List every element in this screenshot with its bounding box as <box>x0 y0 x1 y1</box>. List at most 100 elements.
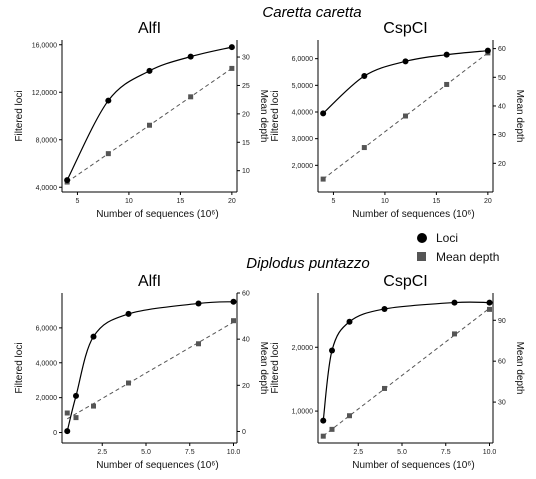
depth-point <box>73 415 79 421</box>
y-tick-label: 6,0000 <box>292 56 314 63</box>
y-tick-label: 2,0000 <box>292 345 314 352</box>
loci-point <box>125 310 132 317</box>
y-tick-label: 6,0000 <box>36 325 58 332</box>
y2-tick-label: 60 <box>498 359 506 366</box>
loci-point <box>486 299 493 306</box>
y2-axis-label: Mean depth <box>258 90 269 143</box>
loci-point <box>402 58 409 65</box>
depth-point <box>105 151 111 157</box>
loci-point <box>381 305 388 312</box>
loci-point <box>451 299 458 306</box>
x-axis-label: Number of sequences (10⁶) <box>352 209 475 220</box>
loci-point <box>443 51 450 58</box>
y2-tick-label: 25 <box>242 83 250 90</box>
y-tick-label: 8,0000 <box>36 137 58 144</box>
y-tick-label: 5,0000 <box>292 83 314 90</box>
x-tick-label: 15 <box>176 198 184 205</box>
depth-point <box>347 413 352 419</box>
y-tick-label: 4,0000 <box>36 185 58 192</box>
legend-loci-marker <box>417 233 427 243</box>
x-axis-label: Number of sequences (10⁶) <box>96 460 219 471</box>
y-tick-label: 3,0000 <box>292 136 314 143</box>
y2-tick-label: 40 <box>498 103 506 110</box>
depth-point <box>231 318 236 324</box>
y2-tick-label: 60 <box>242 291 250 298</box>
loci-point <box>484 47 491 54</box>
y2-tick-label: 60 <box>498 46 506 53</box>
loci-point <box>195 300 202 307</box>
depth-point <box>444 81 450 87</box>
legend-depth-marker <box>417 252 426 261</box>
y-tick-label: 16,0000 <box>32 42 57 49</box>
y-axis-label: Filtered loci <box>14 342 25 393</box>
species-title-bottom: Diplodus puntazzo <box>246 255 369 272</box>
y2-tick-label: 30 <box>498 132 506 139</box>
y2-tick-label: 90 <box>498 318 506 325</box>
depth-point <box>64 410 70 416</box>
x-tick-label: 5.0 <box>397 449 407 456</box>
depth-point <box>126 380 131 386</box>
y2-tick-label: 10 <box>242 168 250 175</box>
y2-tick-label: 30 <box>498 400 506 407</box>
y-axis-label: Filtered loci <box>14 90 25 141</box>
legend: Loci Mean depth <box>417 231 499 264</box>
loci-point <box>64 428 71 435</box>
panel-title: AlfI <box>138 20 161 37</box>
y2-tick-label: 40 <box>242 337 250 344</box>
y-axis-label: Filtered loci <box>270 90 281 141</box>
y2-tick-label: 0 <box>242 429 246 436</box>
loci-point <box>90 333 97 340</box>
depth-point <box>361 145 367 151</box>
y2-axis-label: Mean depth <box>514 342 525 395</box>
panel-title: CspCI <box>383 20 427 37</box>
y2-tick-label: 20 <box>242 383 250 390</box>
chart-panel-dp-cspci: CspCI 2.5 5.0 7.5 10.0 1,0000 2,0000 30 60 90 Numb… <box>270 273 525 471</box>
y-tick-label: 12,0000 <box>32 90 57 97</box>
loci-point <box>228 44 235 51</box>
loci-point <box>146 67 153 74</box>
depth-point <box>91 403 96 409</box>
loci-point <box>346 318 353 325</box>
loci-point <box>64 177 71 184</box>
x-tick-label: 10.0 <box>227 449 241 456</box>
depth-point <box>320 433 326 439</box>
y2-axis-label: Mean depth <box>514 90 525 143</box>
x-tick-label: 15 <box>432 198 440 205</box>
loci-point <box>329 347 335 354</box>
x-axis-label: Number of sequences (10⁶) <box>352 460 475 471</box>
x-tick-label: 10.0 <box>483 449 497 456</box>
depth-point <box>147 122 152 128</box>
y-tick-label: 2,0000 <box>36 395 58 402</box>
legend-loci-label: Loci <box>436 231 458 245</box>
loci-point <box>361 73 368 79</box>
depth-point <box>403 113 408 119</box>
loci-fit-curve <box>66 301 234 432</box>
y-tick-label: 1,0000 <box>292 409 314 416</box>
y-tick-label: 2,0000 <box>292 163 314 170</box>
chart-panel-dp-alfi: AlfI 2.5 5.0 7.5 10.0 0 2,0000 4,0000 6,0000 0 20 4… <box>14 273 269 471</box>
y2-tick-label: 20 <box>242 111 250 118</box>
y-axis-label: Filtered loci <box>270 342 281 393</box>
y2-tick-label: 20 <box>498 161 506 168</box>
x-tick-label: 7.5 <box>441 449 451 456</box>
loci-point <box>320 417 327 424</box>
panel-title: AlfI <box>138 273 161 290</box>
x-axis-label: Number of sequences (10⁶) <box>96 209 219 220</box>
panels: AlfI 5 10 15 20 4,0000 8,0000 12,0000 16,0000 10 1… <box>14 20 525 471</box>
y2-axis-label: Mean depth <box>258 342 269 395</box>
x-tick-label: 20 <box>228 198 236 205</box>
x-tick-label: 5 <box>331 198 335 205</box>
x-tick-label: 5 <box>75 198 79 205</box>
chart-panel-cc-cspci: CspCI 5 10 15 20 2,0000 3,0000 4,0000 5,0000 6,00… <box>270 20 525 220</box>
x-tick-label: 10 <box>125 198 133 205</box>
depth-point <box>452 331 457 337</box>
loci-point <box>320 110 327 117</box>
y2-tick-label: 30 <box>242 55 250 62</box>
y-tick-label: 4,0000 <box>292 110 314 117</box>
depth-point <box>196 341 201 347</box>
x-tick-label: 7.5 <box>185 449 195 456</box>
depth-point <box>329 426 335 432</box>
x-tick-label: 10 <box>381 198 389 205</box>
depth-point <box>487 306 492 312</box>
